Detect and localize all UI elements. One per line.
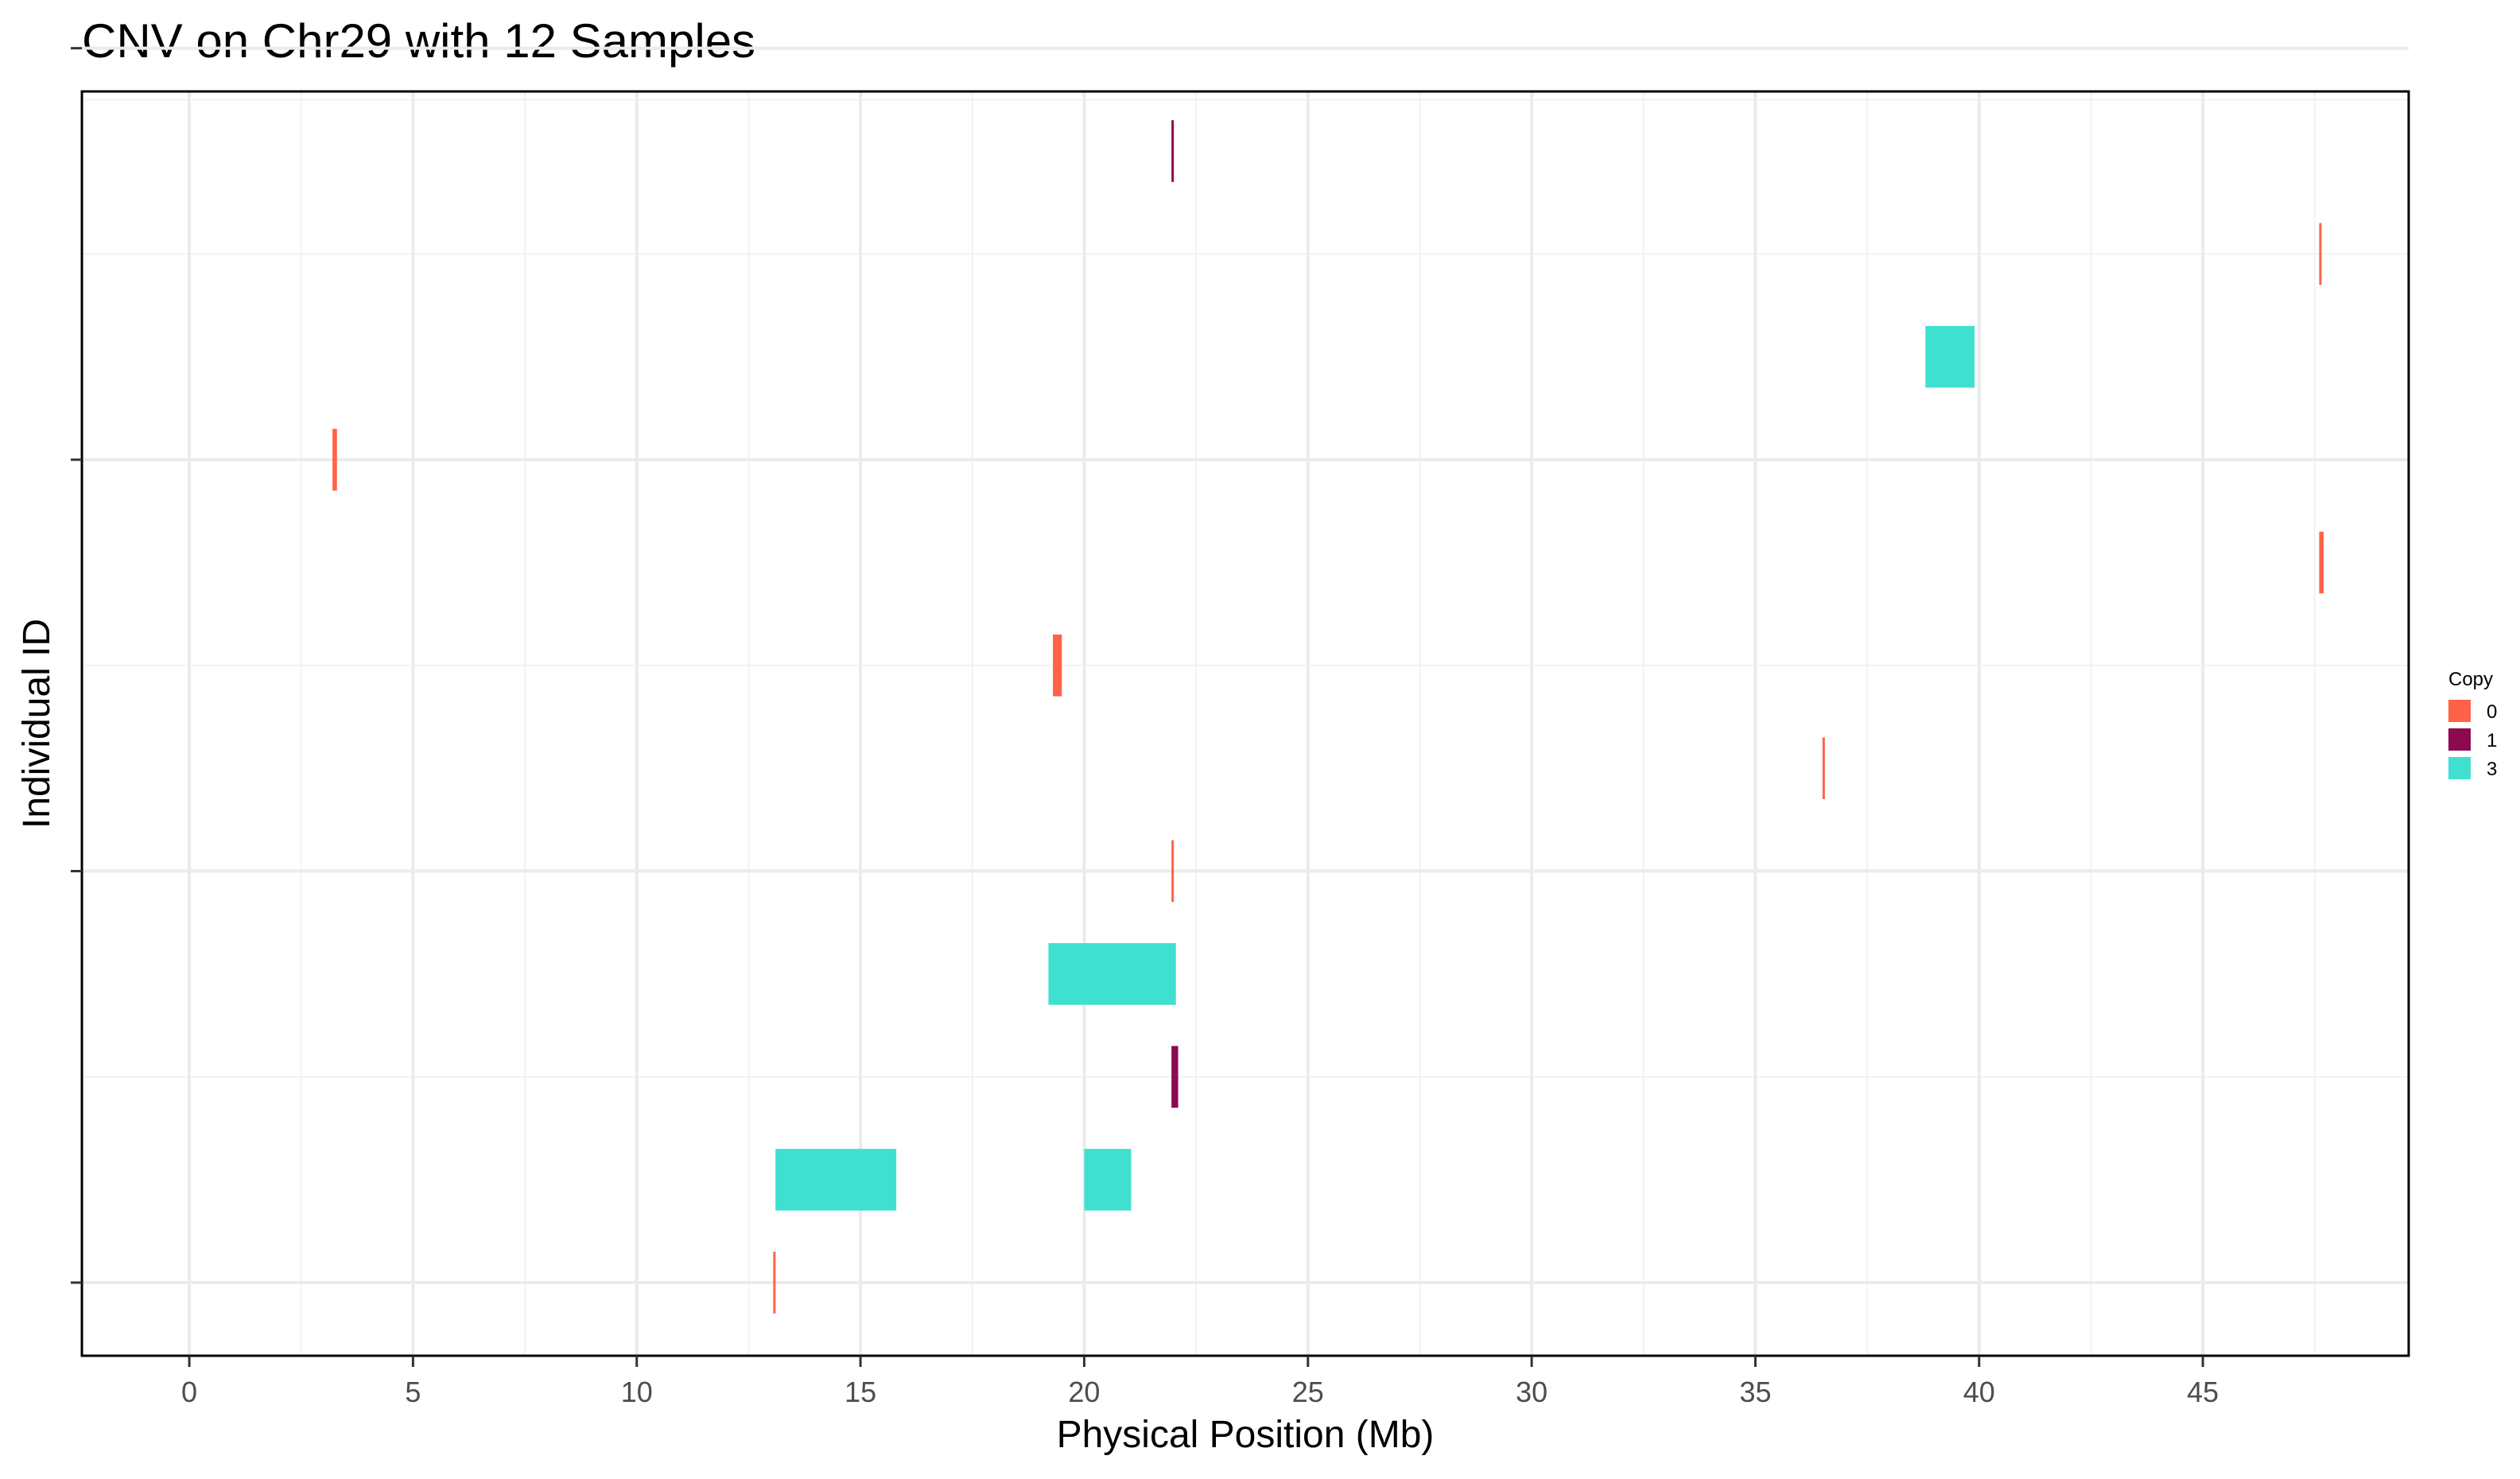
y-axis-title: Individual ID [16,619,58,829]
cnv-segment [1171,1046,1178,1108]
legend-swatch [2448,728,2471,751]
x-tick-label: 5 [405,1376,421,1408]
panel-border [80,90,2410,1357]
axis-layer: 0 5 10 15 20 25 30 35 40 45 [71,47,2219,1408]
cnv-segment [2319,223,2322,285]
legend: Copy 0 1 3 [2448,669,2497,780]
segment-layer [332,120,2324,1314]
legend-label: 0 [2487,701,2497,723]
chart-title: CNV on Chr29 with 12 Samples [82,14,755,68]
x-tick-label: 20 [1068,1376,1100,1408]
x-tick-label: 45 [2187,1376,2219,1408]
cnv-segment [775,1148,897,1211]
cnv-segment [1048,943,1176,1005]
legend-swatch [2448,700,2471,722]
cnv-segment [332,429,337,491]
x-tick-label: 25 [1292,1376,1324,1408]
legend-items: 0 1 3 [2448,700,2497,780]
legend-label: 3 [2487,759,2497,780]
cnv-segment [1053,635,1062,697]
cnv-segment [773,1252,776,1314]
cnv-segment [1171,840,1175,903]
x-tick-label: 40 [1963,1376,1995,1408]
x-tick-label: 30 [1516,1376,1547,1408]
legend-title: Copy [2448,669,2493,690]
legend-swatch [2448,757,2471,779]
cnv-segment [1822,737,1825,799]
cnv-segment [1171,120,1175,182]
x-tick-label: 35 [1739,1376,1771,1408]
x-tick-label: 0 [181,1376,197,1408]
legend-label: 1 [2487,730,2497,751]
x-tick-label: 15 [845,1376,876,1408]
grid-layer [82,46,2409,1356]
x-tick-label: 10 [621,1376,653,1408]
cnv-segment [1084,1148,1132,1211]
cnv-segment [2319,531,2324,594]
x-axis-title: Physical Position (Mb) [1057,1414,1435,1456]
cnv-segment [1925,325,1975,388]
